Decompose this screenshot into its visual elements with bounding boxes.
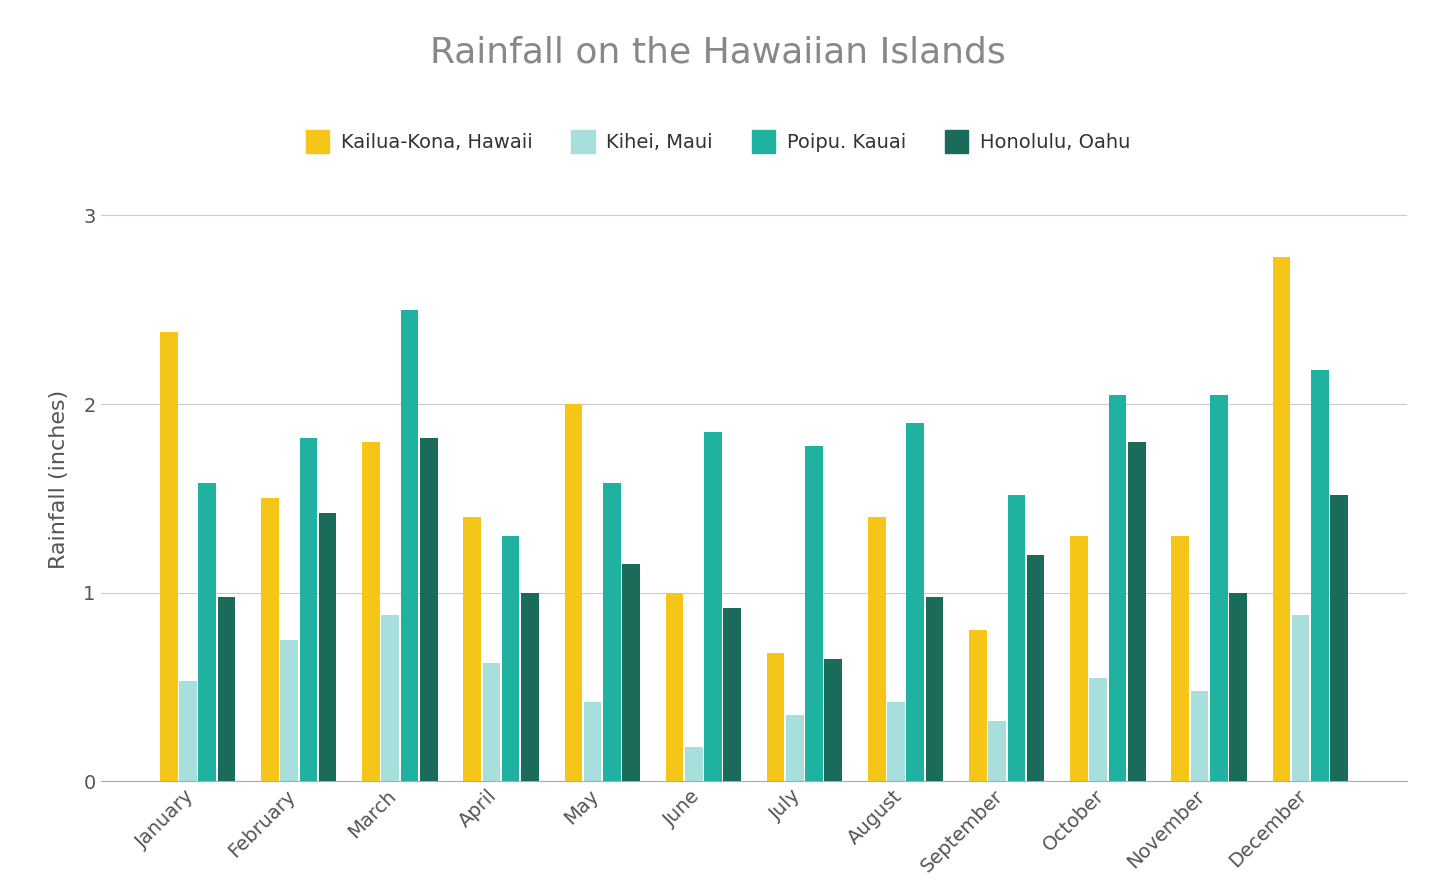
Bar xyxy=(419,438,438,781)
Bar xyxy=(180,681,197,781)
Bar xyxy=(906,423,925,781)
Bar xyxy=(685,748,702,781)
Bar xyxy=(564,404,582,781)
Bar xyxy=(501,536,520,781)
Y-axis label: Rainfall (inches): Rainfall (inches) xyxy=(49,390,69,569)
Bar xyxy=(1090,678,1107,781)
Bar xyxy=(603,483,620,781)
Bar xyxy=(1109,394,1126,781)
Bar xyxy=(464,517,481,781)
Bar xyxy=(401,310,418,781)
Bar xyxy=(218,597,236,781)
Bar xyxy=(622,565,640,781)
Bar xyxy=(887,702,905,781)
Bar xyxy=(1330,495,1348,781)
Bar xyxy=(319,513,336,781)
Bar xyxy=(382,615,399,781)
Bar xyxy=(1070,536,1088,781)
Bar xyxy=(198,483,215,781)
Bar xyxy=(280,640,297,781)
Bar xyxy=(969,630,987,781)
Bar xyxy=(1211,394,1228,781)
Bar xyxy=(867,517,886,781)
Bar xyxy=(1127,442,1146,781)
Bar xyxy=(1027,555,1044,781)
Bar xyxy=(666,593,684,781)
Bar xyxy=(1190,691,1208,781)
Bar xyxy=(806,446,823,781)
Bar xyxy=(926,597,943,781)
Bar xyxy=(159,332,178,781)
Bar xyxy=(362,442,381,781)
Bar xyxy=(767,654,784,781)
Bar xyxy=(988,721,1007,781)
Bar xyxy=(1311,370,1328,781)
Bar xyxy=(1292,615,1310,781)
Bar xyxy=(1172,536,1189,781)
Bar xyxy=(724,607,741,781)
Bar xyxy=(785,716,804,781)
Bar xyxy=(261,498,279,781)
Bar xyxy=(1229,593,1246,781)
Bar xyxy=(1008,495,1025,781)
Text: Rainfall on the Hawaiian Islands: Rainfall on the Hawaiian Islands xyxy=(431,36,1005,69)
Bar xyxy=(824,659,841,781)
Bar xyxy=(300,438,317,781)
Bar xyxy=(583,702,602,781)
Bar xyxy=(704,432,722,781)
Legend: Kailua-Kona, Hawaii, Kihei, Maui, Poipu. Kauai, Honolulu, Oahu: Kailua-Kona, Hawaii, Kihei, Maui, Poipu.… xyxy=(296,121,1140,163)
Bar xyxy=(482,662,500,781)
Bar xyxy=(1272,257,1290,781)
Bar xyxy=(521,593,538,781)
